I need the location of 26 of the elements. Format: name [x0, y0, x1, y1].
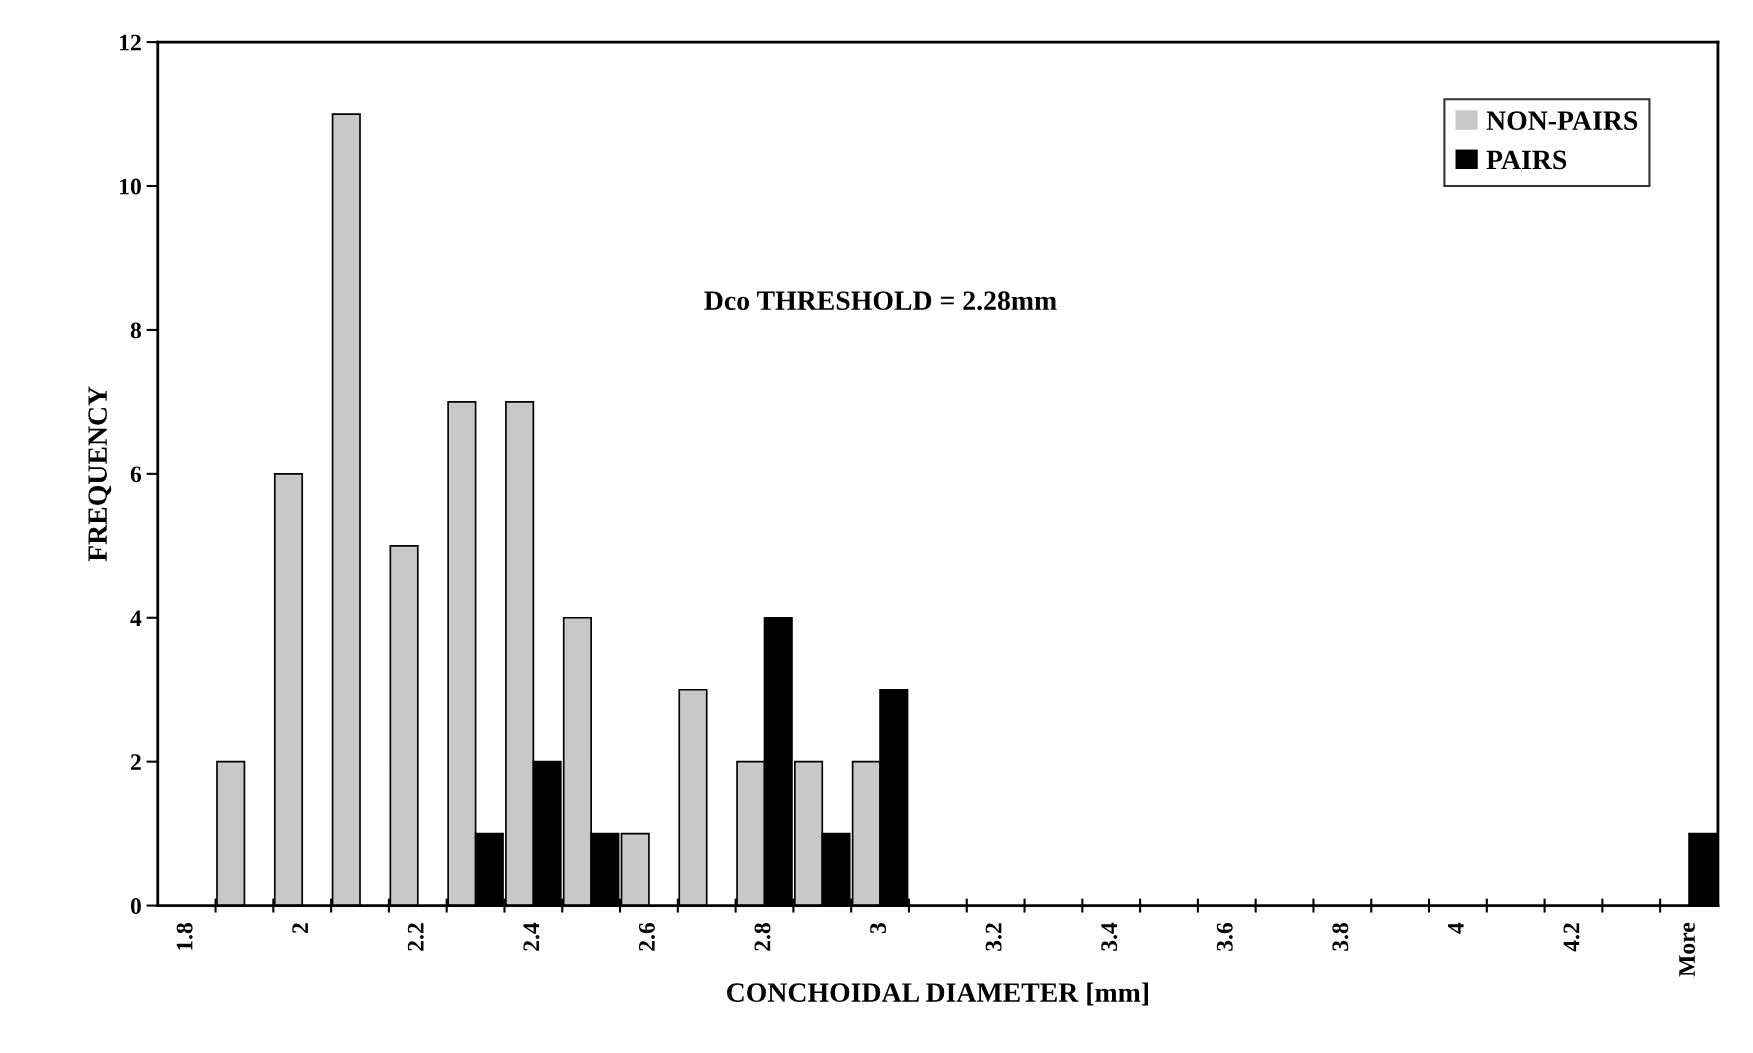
x-tick-label: More — [1679, 922, 1695, 977]
x-tick-label: 3.4 — [1101, 922, 1118, 951]
x-tick-label: 3.2 — [985, 923, 1002, 951]
legend-label: PAIRS — [1486, 150, 1567, 170]
x-tick-label: 3.6 — [1216, 922, 1233, 951]
x-tick-label: 2.4 — [523, 922, 540, 951]
x-tick-label: 2.6 — [638, 922, 655, 951]
y-tick-label: 6 — [130, 466, 142, 483]
y-tick-label: 4 — [130, 610, 142, 626]
x-tick-label: 4 — [1448, 922, 1464, 934]
y-tick-label: 2 — [130, 754, 141, 770]
y-tick-label: 0 — [130, 898, 141, 914]
x-tick-label: 2.2 — [407, 923, 424, 951]
x-tick-label: 4.2 — [1563, 923, 1580, 952]
x-tick-label: 2 — [292, 923, 308, 934]
x-tick-label: 1.8 — [176, 923, 193, 950]
y-tick-label: 8 — [130, 322, 142, 339]
x-tick-label: 2.8 — [754, 923, 771, 951]
y-axis-title: FREQUENCY — [88, 386, 112, 562]
x-axis-title: CONCHOIDAL DIAMETER [mm] — [727, 982, 1148, 1006]
y-tick-label: 10 — [120, 178, 141, 195]
x-tick-label: 3 — [870, 923, 886, 934]
x-tick-label: 3.8 — [1332, 923, 1349, 951]
legend-label: NON-PAIRS — [1486, 111, 1638, 131]
annotation: Dco THRESHOLD = 2.28mm — [704, 291, 1057, 311]
y-tick-label: 12 — [120, 34, 141, 51]
